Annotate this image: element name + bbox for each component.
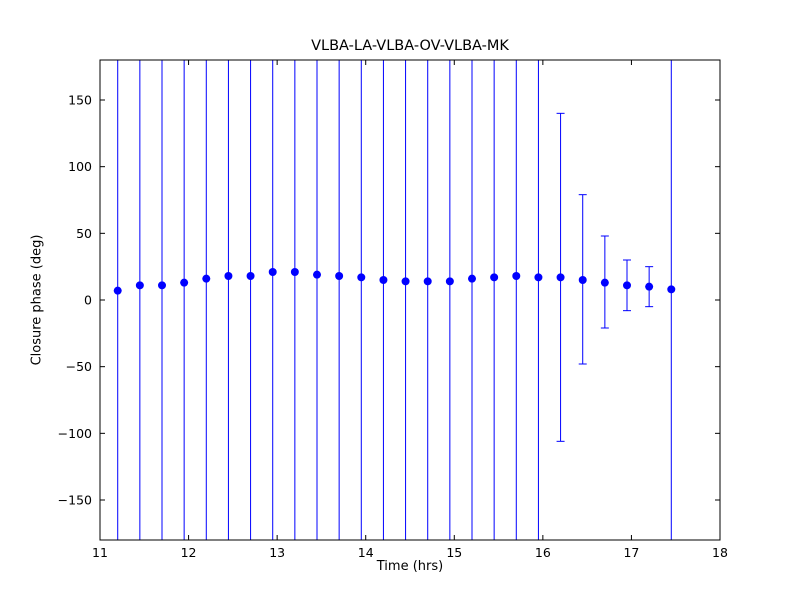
data-point — [335, 272, 344, 280]
data-series — [113, 60, 676, 540]
x-tick-label: 16 — [535, 545, 551, 560]
chart-title: VLBA-LA-VLBA-OV-VLBA-MK — [311, 38, 509, 54]
y-tick-label: 50 — [76, 226, 92, 241]
data-point — [401, 277, 410, 286]
data-point — [135, 281, 144, 290]
data-point — [158, 281, 166, 290]
x-tick-label: 11 — [92, 545, 108, 560]
data-point — [490, 273, 499, 282]
data-point — [512, 272, 521, 280]
y-tick-label: 100 — [68, 159, 92, 174]
x-tick-label: 18 — [712, 545, 728, 560]
data-point — [445, 277, 454, 286]
y-tick-label: 150 — [68, 93, 92, 108]
y-tick-label: −100 — [58, 426, 92, 441]
data-point — [313, 270, 321, 279]
data-point — [423, 277, 432, 286]
data-point — [290, 268, 299, 276]
data-point — [600, 278, 609, 287]
x-tick-label: 13 — [269, 545, 285, 560]
y-tick-label: −50 — [66, 359, 92, 374]
data-point — [578, 276, 587, 284]
data-point — [246, 272, 255, 280]
data-point — [113, 286, 122, 295]
data-point — [357, 273, 366, 282]
data-point — [645, 282, 654, 291]
y-tick-label: 0 — [84, 293, 92, 308]
data-point — [556, 273, 565, 282]
x-tick-label: 12 — [181, 545, 197, 560]
x-tick-label: 15 — [446, 545, 462, 560]
data-point — [623, 281, 631, 290]
y-tick-label: −150 — [58, 493, 92, 508]
data-point — [468, 274, 476, 283]
data-point — [268, 268, 277, 276]
data-point — [180, 278, 189, 287]
x-axis-label: Time (hrs) — [376, 559, 444, 574]
x-tick-label: 14 — [358, 545, 374, 560]
data-point — [379, 276, 388, 284]
y-axis-label: Closure phase (deg) — [29, 234, 45, 366]
data-point — [534, 273, 543, 282]
data-point — [667, 285, 676, 294]
data-point — [224, 272, 233, 280]
data-point — [202, 274, 211, 283]
x-tick-label: 17 — [623, 545, 639, 560]
